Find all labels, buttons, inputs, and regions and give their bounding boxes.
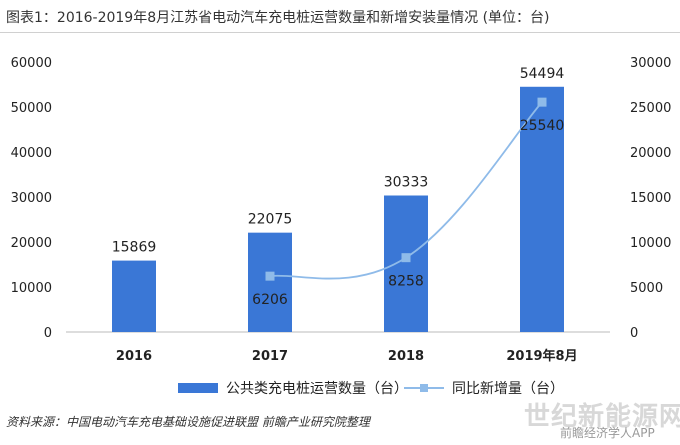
right-axis: 0 5000 10000 15000 20000 25000 30000	[630, 56, 671, 341]
watermark-app: 前瞻经济学人APP	[560, 426, 655, 440]
right-tick-label: 25000	[630, 101, 671, 116]
bar-series: 15869 22075 30333 54494	[112, 66, 565, 332]
right-tick-label: 0	[630, 326, 638, 341]
left-tick-label: 10000	[11, 281, 52, 296]
left-tick-label: 50000	[11, 101, 52, 116]
line-value-label: 8258	[388, 274, 424, 290]
line-value-label: 6206	[252, 292, 288, 308]
line-point	[265, 271, 275, 281]
bar-value-label: 15869	[112, 240, 157, 256]
right-tick-label: 20000	[630, 146, 671, 161]
line-point	[401, 253, 411, 263]
legend-line-label: 同比新增量（台）	[452, 381, 564, 397]
chart: 0 10000 20000 30000 40000 50000 60000 0 5000 100…	[11, 56, 672, 364]
category-label: 2016	[116, 349, 152, 364]
chart-title: 图表1：2016-2019年8月江苏省电动汽车充电桩运营数量和新增安装量情况 (…	[6, 10, 550, 26]
left-tick-label: 60000	[11, 56, 52, 71]
bar	[384, 195, 428, 332]
legend-line-swatch	[404, 383, 444, 393]
legend-bar-swatch	[178, 383, 218, 393]
line-point	[537, 97, 547, 107]
watermark-logo: 世纪新能源网	[524, 402, 680, 432]
right-tick-label: 15000	[630, 191, 671, 206]
left-axis: 0 10000 20000 30000 40000 50000 60000	[11, 56, 52, 341]
left-tick-label: 20000	[11, 236, 52, 251]
right-tick-label: 5000	[630, 281, 663, 296]
bar-value-label: 30333	[384, 175, 429, 191]
category-label: 2019年8月	[506, 348, 577, 364]
bar-value-label: 22075	[248, 212, 293, 228]
right-tick-label: 30000	[630, 56, 671, 71]
left-tick-label: 30000	[11, 191, 52, 206]
line-value-label: 25540	[520, 118, 565, 134]
category-axis: 2016 2017 2018 2019年8月	[116, 348, 578, 364]
right-tick-label: 10000	[630, 236, 671, 251]
legend: 公共类充电桩运营数量（台） 同比新增量（台）	[0, 378, 680, 402]
bar	[248, 232, 292, 332]
left-tick-label: 40000	[11, 146, 52, 161]
category-label: 2018	[388, 349, 424, 364]
left-tick-label: 0	[44, 326, 52, 341]
category-label: 2017	[252, 349, 288, 364]
bar-value-label: 54494	[520, 66, 565, 82]
line-series: 6206 8258 25540	[252, 97, 565, 308]
legend-item-bar: 公共类充电桩运营数量（台）	[178, 378, 408, 398]
legend-item-line: 同比新增量（台）	[404, 378, 564, 398]
bar	[112, 260, 156, 332]
source-note: 资料来源：中国电动汽车充电基础设施促进联盟 前瞻产业研究院整理	[6, 415, 370, 429]
legend-bar-label: 公共类充电桩运营数量（台）	[226, 381, 408, 397]
title-divider	[0, 32, 680, 33]
bar	[520, 86, 564, 332]
